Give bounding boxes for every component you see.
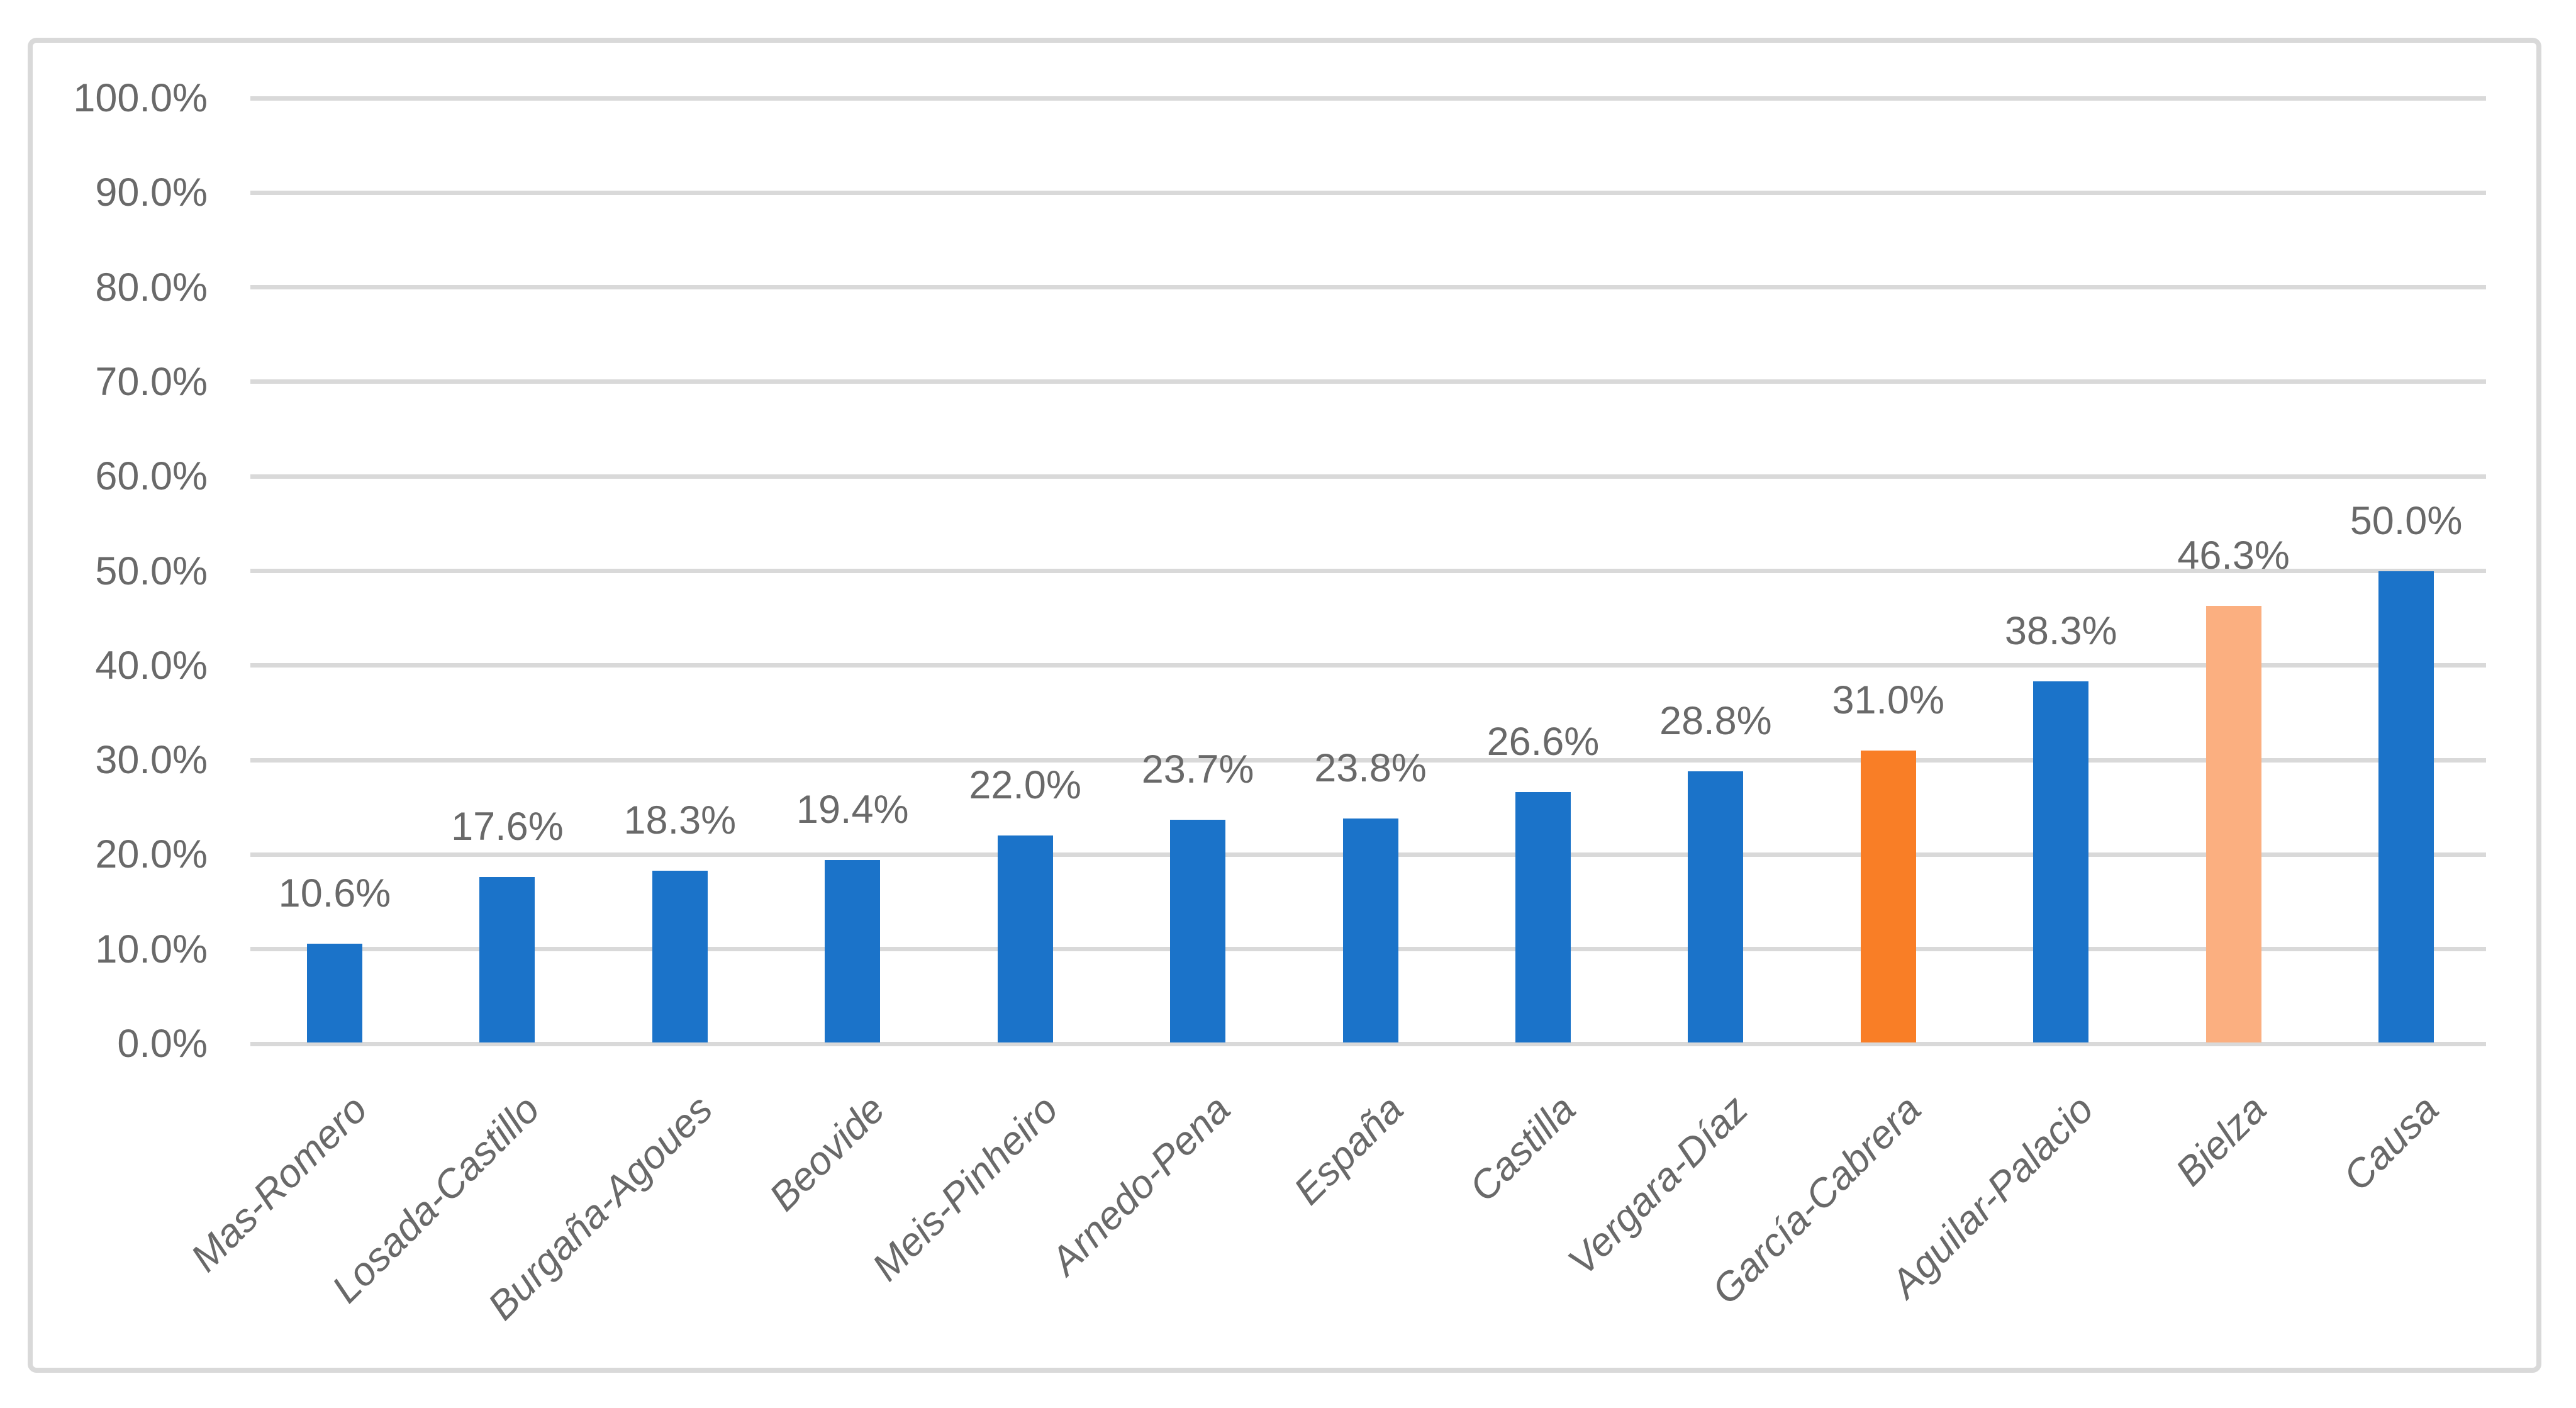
bar: [1342, 819, 1398, 1042]
y-axis-tick-label: 100.0%: [73, 76, 208, 120]
gridline: [250, 663, 2486, 668]
chart-border: [28, 38, 2541, 1373]
gridline: [250, 757, 2486, 763]
bar: [1688, 771, 1744, 1042]
bar: [1515, 792, 1571, 1042]
bar-value-label: 22.0%: [969, 763, 1081, 808]
bar-value-label: 28.8%: [1659, 699, 1772, 744]
bar-value-label: 19.4%: [796, 788, 909, 832]
bar-value-label: 38.3%: [2004, 609, 2117, 654]
bar: [307, 943, 362, 1042]
y-axis-tick-label: 60.0%: [95, 454, 208, 499]
bar: [2205, 606, 2261, 1042]
y-axis-tick-label: 70.0%: [95, 359, 208, 404]
bar-value-label: 10.6%: [278, 871, 391, 915]
bar-value-label: 23.7%: [1141, 747, 1254, 791]
gridline: [250, 190, 2486, 195]
y-axis-tick-label: 90.0%: [95, 170, 208, 215]
bar: [825, 860, 881, 1042]
gridline: [250, 379, 2486, 384]
y-axis-tick-label: 80.0%: [95, 265, 208, 310]
bar: [2033, 681, 2089, 1042]
bar-value-label: 17.6%: [451, 805, 564, 849]
y-axis-tick-label: 30.0%: [95, 738, 208, 783]
bar: [1860, 751, 1916, 1042]
gridline: [250, 569, 2486, 573]
y-axis-tick-label: 0.0%: [117, 1022, 208, 1066]
gridline: [250, 474, 2486, 479]
y-axis-tick-label: 40.0%: [95, 643, 208, 688]
bar: [1170, 819, 1226, 1042]
bar: [479, 877, 535, 1042]
bar: [997, 835, 1053, 1042]
gridline: [250, 285, 2486, 290]
bar-value-label: 31.0%: [1832, 678, 1945, 723]
gridline: [250, 1041, 2486, 1046]
y-axis-tick-label: 20.0%: [95, 832, 208, 877]
gridline: [250, 96, 2486, 101]
bar-value-label: 18.3%: [623, 798, 737, 842]
y-axis-tick-label: 10.0%: [95, 927, 208, 971]
bar: [652, 870, 708, 1042]
bar: [2378, 571, 2434, 1042]
bar-value-label: 46.3%: [2177, 534, 2290, 578]
bar-value-label: 50.0%: [2350, 498, 2463, 543]
bar-value-label: 26.6%: [1486, 720, 1600, 764]
bar-value-label: 23.8%: [1314, 746, 1427, 791]
y-axis-tick-label: 50.0%: [95, 549, 208, 593]
